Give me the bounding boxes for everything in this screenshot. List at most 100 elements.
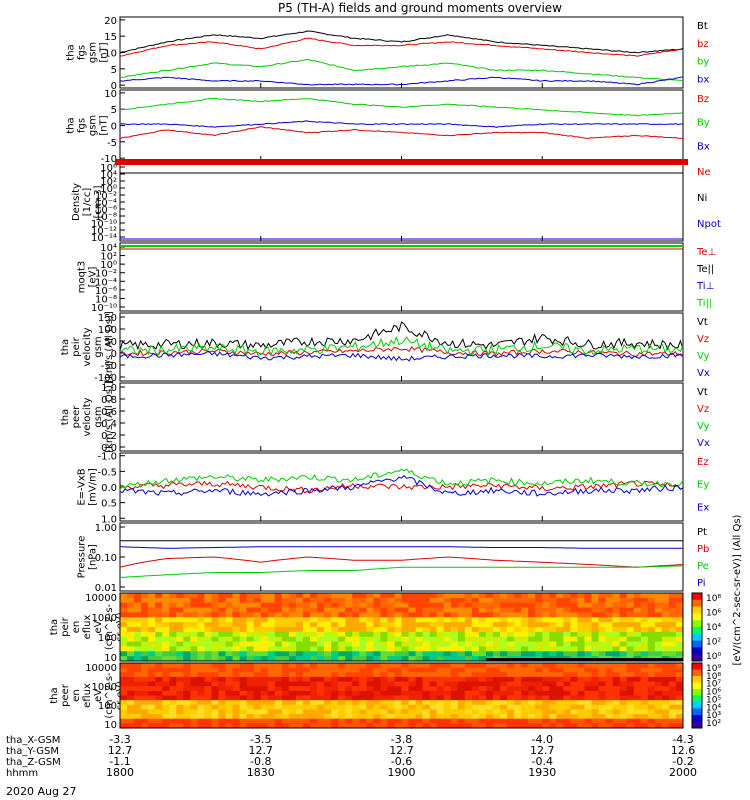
spectro-cell xyxy=(612,646,621,652)
spectro-cell xyxy=(535,663,543,669)
spectro-cell xyxy=(260,700,269,706)
spectro-cell xyxy=(563,627,571,633)
spectro-cell xyxy=(443,681,452,687)
spectro-cell xyxy=(429,663,438,669)
spectro-cell xyxy=(211,663,220,669)
spectro-cell xyxy=(633,700,642,706)
spectro-cell xyxy=(528,627,536,633)
spectro-cell xyxy=(359,651,367,657)
colorbar-tick: 10³ xyxy=(706,711,721,721)
spectro-cell xyxy=(387,641,395,647)
spectro-cell xyxy=(429,602,438,609)
spectro-cell xyxy=(246,617,255,623)
x-tick-x_gsm: -3.5 xyxy=(250,733,271,746)
spectro-cell xyxy=(373,597,381,604)
spectro-cell xyxy=(176,663,184,669)
spectro-cell xyxy=(514,612,522,618)
spectro-cell xyxy=(577,636,585,643)
series-Pb xyxy=(119,556,684,568)
spectro-cell xyxy=(500,627,508,633)
spectro-cell xyxy=(352,700,360,706)
spectro-cell xyxy=(408,709,417,715)
spectro-cell xyxy=(401,700,410,706)
spectro-cell xyxy=(549,676,557,683)
spectro-cell xyxy=(134,676,142,683)
spectro-frame xyxy=(119,592,684,662)
spectro-cell xyxy=(317,690,325,696)
spectro-cell xyxy=(211,622,220,628)
spectro-cell xyxy=(443,617,452,623)
spectro-cell xyxy=(169,695,177,701)
spectro-cell xyxy=(408,718,417,724)
spectro-cell xyxy=(457,593,466,599)
spectro-cell xyxy=(556,636,564,643)
spectro-cell xyxy=(295,681,304,687)
spectro-cell xyxy=(232,593,241,599)
spectro-cell xyxy=(591,667,600,673)
spectro-cell xyxy=(415,607,424,613)
spectro-cell xyxy=(598,704,607,710)
spectro-cell xyxy=(359,631,367,638)
spectro-cell xyxy=(331,663,339,669)
spectro-cell xyxy=(422,593,431,599)
spectro-cell xyxy=(654,709,663,715)
spectro-cell xyxy=(415,700,424,706)
spectro-cell xyxy=(134,663,142,669)
spectro-cell xyxy=(654,672,663,678)
spectro-cell xyxy=(155,723,163,729)
y-label-line: tha xyxy=(66,44,77,60)
spectro-cell xyxy=(331,686,339,692)
spectro-cell xyxy=(633,672,642,678)
spectro-cell xyxy=(422,681,431,687)
spectro-cell xyxy=(633,667,642,673)
spectro-cell xyxy=(436,723,445,729)
spectro-cell xyxy=(211,718,220,724)
spectro-cell xyxy=(338,656,346,662)
spectro-cell xyxy=(141,672,149,678)
spectro-cell xyxy=(394,663,402,669)
y-tick-label: 15 xyxy=(104,32,117,43)
spectro-cell xyxy=(310,700,318,706)
spectro-cell xyxy=(584,607,593,613)
spectro-cell xyxy=(450,612,459,618)
spectro-cell xyxy=(239,663,248,669)
spectro-cell xyxy=(183,681,191,687)
spectro-cell xyxy=(654,636,663,643)
spectro-cell xyxy=(211,627,220,633)
spectro-cell xyxy=(134,627,142,633)
spectro-cell xyxy=(661,631,670,638)
spectro-cell xyxy=(549,672,557,678)
spectro-cell xyxy=(281,646,290,652)
spectro-cell xyxy=(162,631,170,638)
spectro-cell xyxy=(450,676,459,683)
spectro-cell xyxy=(436,641,445,647)
y-label-line: tha xyxy=(66,117,77,133)
spectro-cell xyxy=(549,714,557,720)
spectro-cell xyxy=(359,663,367,669)
spectro-cell xyxy=(633,686,642,692)
spectro-cell xyxy=(422,676,431,683)
spectro-cell xyxy=(162,667,170,673)
spectro-cell xyxy=(605,622,614,628)
spectro-cell xyxy=(471,656,480,662)
spectro-cell xyxy=(626,681,635,687)
spectro-cell xyxy=(500,646,508,652)
spectro-cell xyxy=(492,723,501,729)
spectro-cell xyxy=(556,663,564,669)
spectro-cell xyxy=(528,612,536,618)
spectro-cell xyxy=(591,651,600,657)
y-label-line: [eV] xyxy=(88,267,99,288)
spectro-cell xyxy=(668,617,677,623)
spectro-cell xyxy=(577,602,585,609)
spectro-cell xyxy=(310,646,318,652)
spectro-cell xyxy=(302,631,311,638)
spectro-cell xyxy=(260,607,269,613)
spectro-cell xyxy=(577,593,585,599)
legend-Vx: Vx xyxy=(697,438,710,449)
spectro-cell xyxy=(535,602,543,609)
spectro-cell xyxy=(450,651,459,657)
y-tick-label: 10 xyxy=(104,49,117,60)
spectro-cell xyxy=(260,663,269,669)
spectro-cell xyxy=(352,718,360,724)
spectro-cell xyxy=(302,636,311,643)
